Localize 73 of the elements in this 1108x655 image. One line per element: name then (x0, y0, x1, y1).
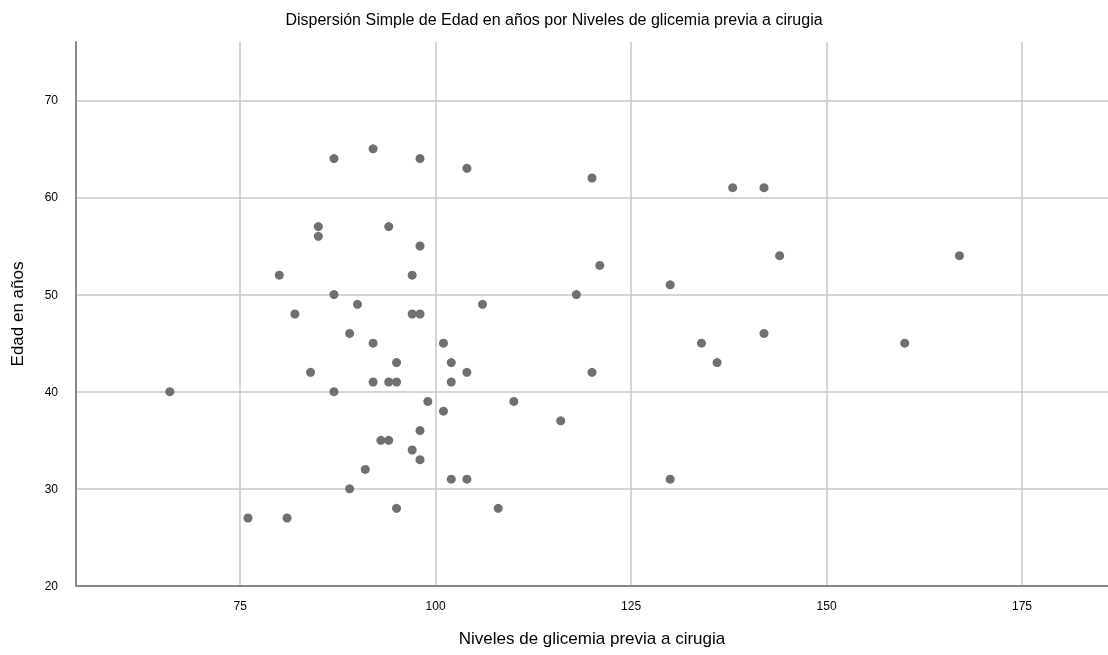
point (243, 513, 253, 523)
point (665, 474, 675, 484)
point (493, 503, 503, 513)
point (407, 445, 417, 455)
point (571, 290, 581, 300)
x-tick-label: 150 (816, 599, 837, 613)
point (313, 222, 323, 232)
point (446, 474, 456, 484)
point (438, 406, 448, 416)
point (329, 154, 339, 164)
point (438, 338, 448, 348)
point (478, 299, 488, 309)
point (392, 377, 402, 387)
point (759, 328, 769, 338)
x-tick-label: 175 (1011, 599, 1033, 613)
point (392, 503, 402, 513)
y-axis-title: Edad en años (8, 261, 27, 367)
point (290, 309, 300, 319)
point (282, 513, 292, 523)
point (587, 173, 597, 183)
point (329, 290, 339, 300)
point (587, 367, 597, 377)
point (415, 241, 425, 251)
point (712, 358, 722, 368)
y-tick-label: 30 (44, 481, 59, 496)
point (509, 396, 519, 406)
point (415, 455, 425, 465)
point (352, 299, 362, 309)
point (423, 396, 433, 406)
point (368, 377, 378, 387)
point (368, 144, 378, 154)
point (165, 387, 175, 397)
point (446, 377, 456, 387)
y-tick-label: 40 (44, 384, 59, 399)
point (376, 435, 386, 445)
point (384, 435, 394, 445)
point (954, 251, 964, 261)
point (595, 260, 605, 270)
x-tick-label: 125 (621, 599, 642, 613)
point (446, 358, 456, 368)
point (462, 474, 472, 484)
y-tick-label: 70 (44, 93, 59, 108)
point (345, 484, 355, 494)
point (407, 270, 417, 280)
point (759, 183, 769, 193)
point (329, 387, 339, 397)
point (313, 231, 323, 241)
point (696, 338, 706, 348)
point (384, 222, 394, 232)
y-tick-label: 50 (44, 287, 59, 302)
point (665, 280, 675, 290)
point (368, 338, 378, 348)
point (407, 309, 417, 319)
point (360, 464, 370, 474)
point (345, 328, 355, 338)
point (274, 270, 284, 280)
point (462, 367, 472, 377)
x-tick-label: 75 (233, 599, 248, 613)
chart-title: Dispersión Simple de Edad en años por Niveles de glicemia previa a cirugia (285, 10, 823, 28)
x-axis-title: Niveles de glicemia previa a cirugia (458, 629, 726, 648)
y-tick-label: 60 (44, 190, 59, 205)
y-tick-label: 20 (44, 579, 59, 593)
point (415, 426, 425, 436)
point (462, 163, 472, 173)
point (415, 309, 425, 319)
x-tick-label: 100 (425, 599, 446, 613)
point (556, 416, 566, 426)
point (415, 154, 425, 164)
point (306, 367, 316, 377)
point (392, 358, 402, 368)
point (900, 338, 910, 348)
point (775, 251, 785, 261)
point (728, 183, 738, 193)
